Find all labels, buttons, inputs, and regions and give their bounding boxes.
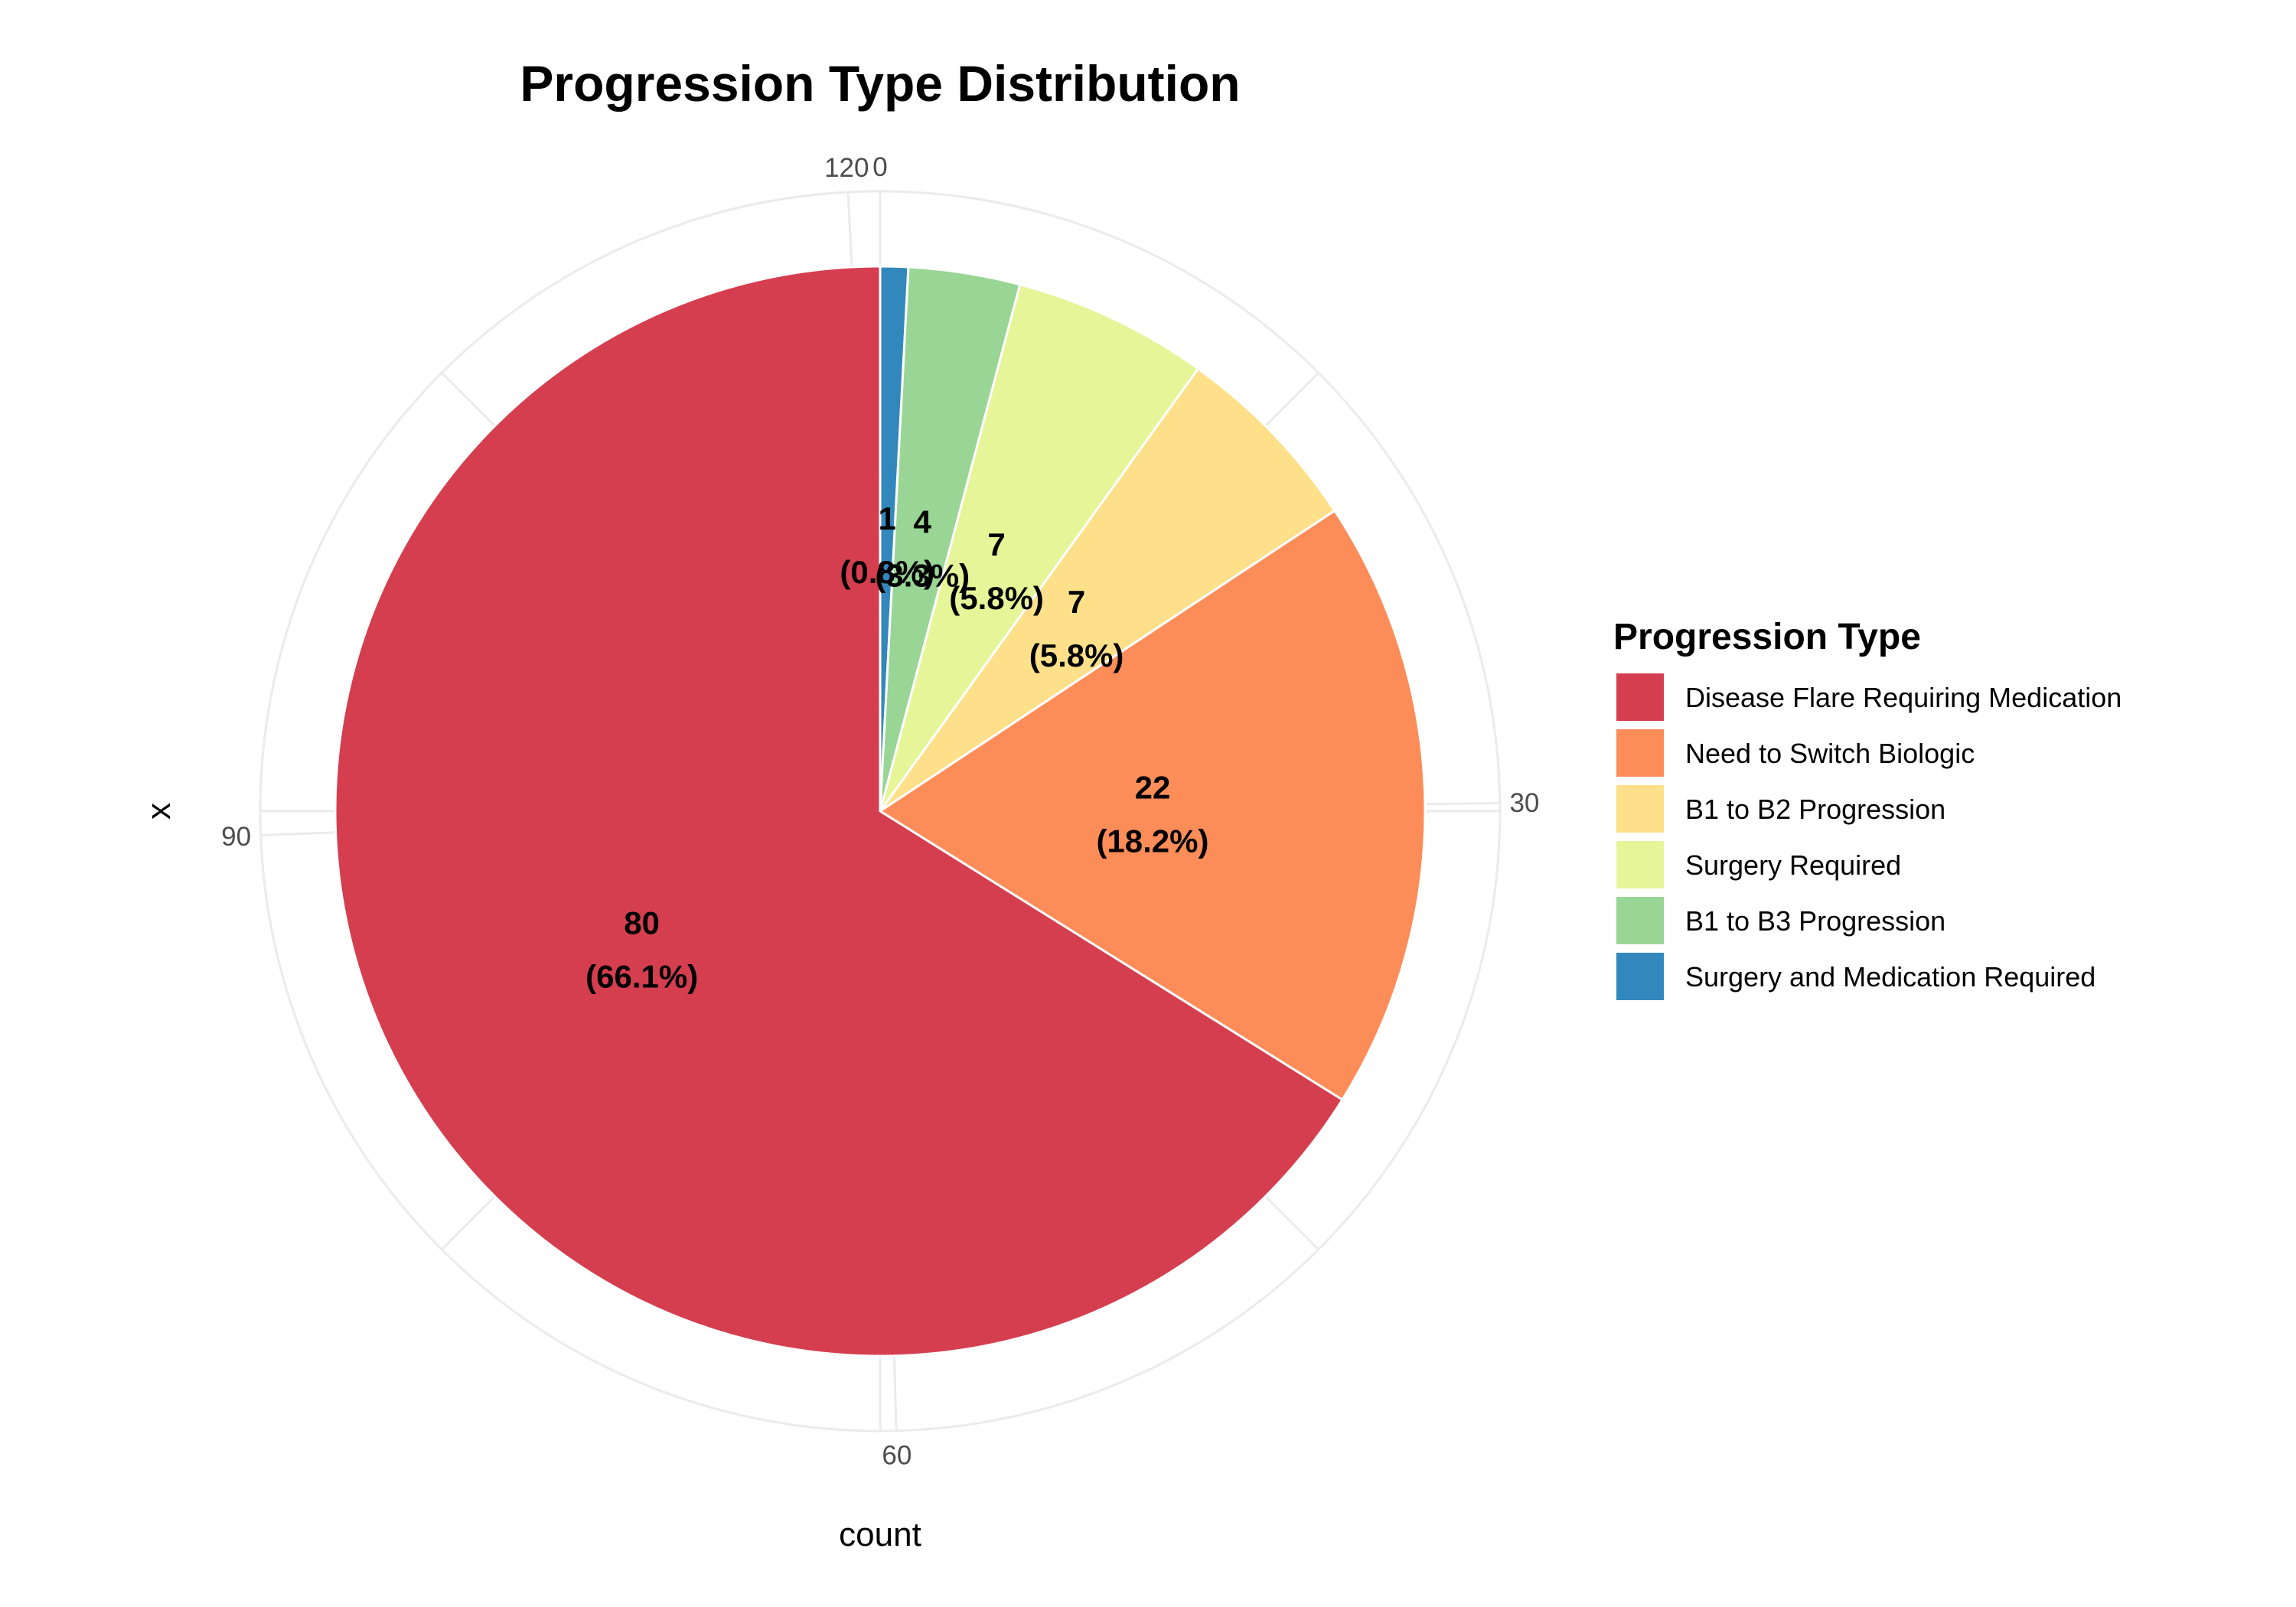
angle-tick-label: 0 [872, 152, 887, 182]
grid-spoke [441, 1195, 496, 1250]
slice-value-label: 7 [987, 526, 1005, 562]
legend-swatch [1616, 785, 1664, 833]
angle-tick-label: 60 [882, 1441, 912, 1471]
slice-value-label: 4 [914, 504, 932, 539]
angle-tick-label: 30 [1509, 788, 1539, 818]
slice-percent-label: (0.8%) [840, 554, 934, 590]
grid-tick-line [892, 1355, 898, 1431]
legend-label: Need to Switch Biologic [1685, 738, 1975, 769]
pie-slices [334, 265, 1427, 1358]
y-axis-title: x [140, 803, 178, 820]
pie-slice [879, 367, 1337, 813]
legend-swatch [1616, 897, 1664, 944]
legend-swatch [1616, 841, 1664, 888]
angle-tick-label: 90 [221, 822, 251, 852]
grid-spoke [1264, 1195, 1319, 1250]
pie-slice [334, 265, 1344, 1358]
legend-label: B1 to B2 Progression [1685, 794, 1945, 825]
slice-percent-label: (3.3%) [875, 557, 970, 593]
slice-value-label: 7 [1068, 584, 1085, 620]
grid-tick-line [260, 831, 336, 837]
grid-spoke [441, 372, 496, 427]
legend: Progression Type Disease Flare Requiring… [1613, 617, 2122, 1000]
legend-swatch [1616, 953, 1664, 1000]
legend-label: Disease Flare Requiring Medication [1685, 682, 2122, 713]
slice-value-label: 22 [1135, 769, 1171, 805]
angle-tick-label: 120 [824, 153, 869, 183]
slice-value-label: 80 [624, 905, 660, 941]
pie-slice [879, 283, 1200, 812]
slice-percent-label: (5.8%) [1029, 637, 1124, 673]
legend-label: Surgery and Medication Required [1685, 961, 2095, 993]
grid-tick-line [846, 192, 853, 268]
angle-ticks: 0 30 60 90 120 [221, 152, 1539, 1471]
grid-tick-line [1424, 801, 1500, 806]
x-axis-title: count [839, 1516, 921, 1553]
slice-percent-label: (66.1%) [585, 959, 698, 995]
slice-percent-label: (18.2%) [1096, 823, 1208, 859]
polar-grid [259, 190, 1502, 1433]
grid-spoke [1264, 372, 1319, 427]
legend-label: B1 to B3 Progression [1685, 905, 1945, 937]
chart-title: Progression Type Distribution [520, 55, 1240, 112]
slice-value-label: 1 [879, 500, 896, 536]
slice-percent-label: (5.8%) [949, 580, 1044, 616]
pie-slice [878, 509, 1427, 1102]
legend-title: Progression Type [1613, 617, 1921, 657]
legend-label: Surgery Required [1685, 849, 1901, 881]
slice-labels: 1 (0.8%) 4 (3.3%) 7 (5.8%) 7 (5.8%) 22 (18.2%) 80 (… [585, 500, 1208, 995]
legend-swatch [1616, 673, 1664, 721]
legend-swatch [1616, 729, 1664, 777]
